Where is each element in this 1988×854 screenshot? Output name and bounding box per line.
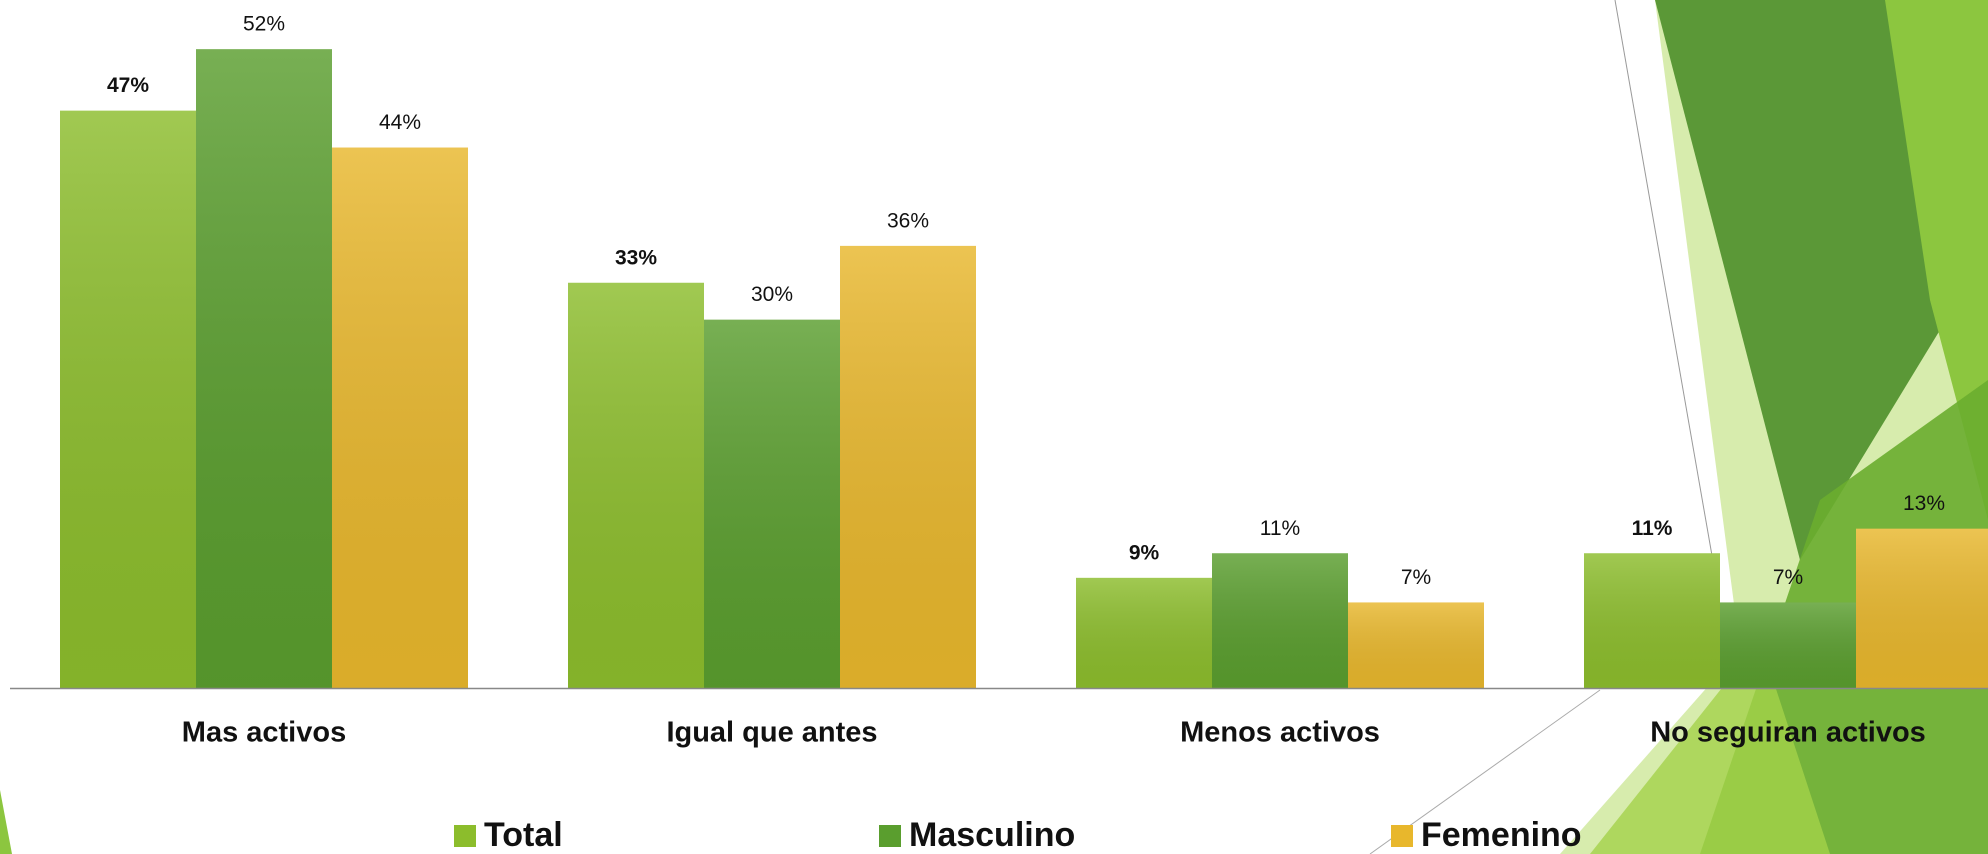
bar-shade [1584, 553, 1720, 689]
data-label: 33% [615, 246, 657, 269]
legend-swatch [879, 825, 901, 847]
bar-shade [840, 245, 976, 689]
bar-shade [1856, 528, 1988, 689]
data-label: 9% [1129, 541, 1160, 564]
data-label: 7% [1773, 566, 1803, 589]
legend-label: Femenino [1421, 816, 1582, 854]
bar-shade [568, 282, 704, 689]
bar-shade [704, 319, 840, 689]
data-label: 7% [1401, 566, 1431, 589]
data-label: 13% [1903, 492, 1945, 515]
legend-label: Masculino [909, 816, 1075, 854]
data-label: 36% [887, 209, 929, 232]
data-label: 44% [379, 111, 421, 134]
data-label: 52% [243, 13, 285, 36]
x-tick-label: No seguiran activos [1650, 717, 1926, 749]
data-label: 30% [751, 283, 793, 306]
bar-shade [1720, 602, 1856, 689]
plot-area: Mas activos 47% 52% 44% Igual que antes 33% 30… [60, 13, 1988, 749]
bar-shade [1076, 577, 1212, 689]
data-label: 11% [1260, 517, 1300, 540]
bar-shade [1212, 553, 1348, 689]
legend-label: Total [484, 816, 563, 854]
x-tick-label: Menos activos [1180, 717, 1380, 749]
data-label: 11% [1632, 517, 1673, 540]
bar-shade [332, 147, 468, 689]
data-label: 47% [107, 74, 149, 97]
legend-swatch [1391, 825, 1413, 847]
legend-swatch [454, 825, 476, 847]
bar-shade [60, 110, 196, 689]
x-tick-label: Mas activos [182, 717, 346, 749]
x-tick-label: Igual que antes [666, 717, 877, 749]
bar-shade [196, 49, 332, 689]
bar-shade [1348, 602, 1484, 689]
